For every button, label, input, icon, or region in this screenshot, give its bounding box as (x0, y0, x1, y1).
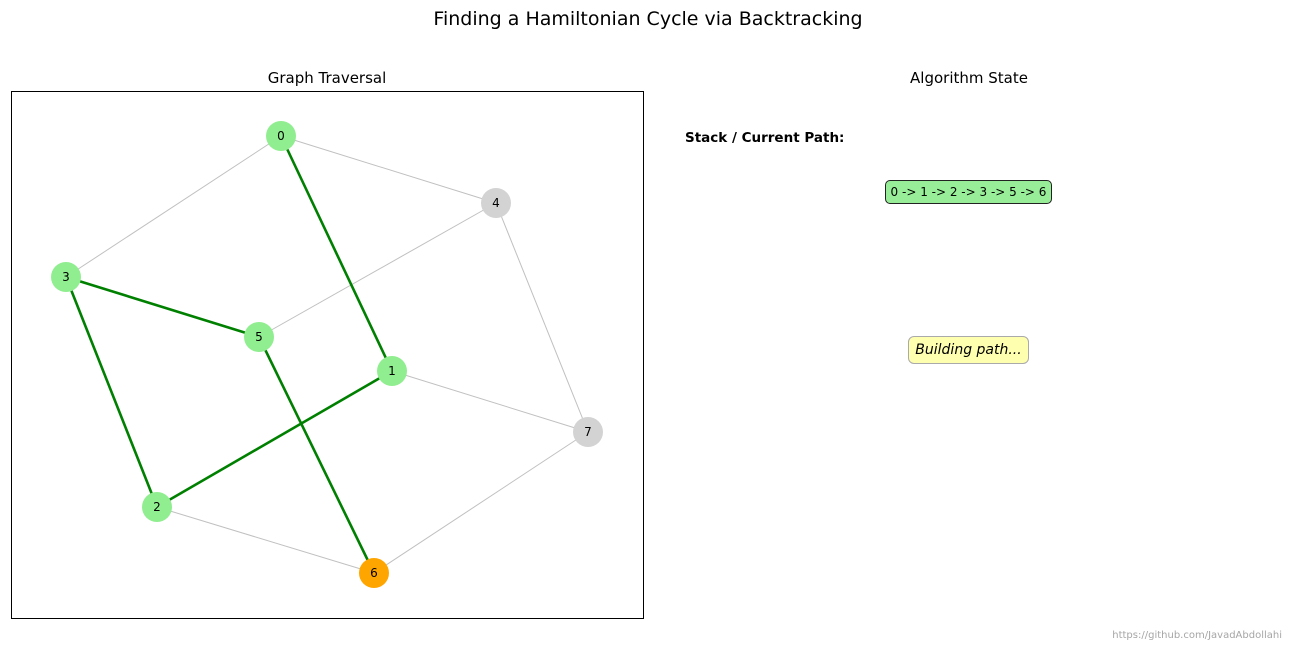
node-circle-7 (573, 417, 603, 447)
node-0: 0 (266, 121, 296, 151)
node-layer: 0 1 2 3 4 5 6 7 (51, 121, 603, 588)
node-circle-0 (266, 121, 296, 151)
node-circle-5 (244, 322, 274, 352)
node-circle-3 (51, 262, 81, 292)
edge-2-6 (156, 506, 375, 574)
edge-4-7 (495, 202, 589, 433)
node-label-7: 7 (584, 425, 592, 439)
node-4: 4 (481, 188, 511, 218)
node-circle-2 (142, 492, 172, 522)
node-label-3: 3 (62, 270, 70, 284)
node-1: 1 (377, 356, 407, 386)
status-box: Building path... (908, 336, 1029, 364)
graph-panel-title: Graph Traversal (267, 69, 387, 87)
edge-4-5 (258, 202, 497, 338)
path-edge-0-1 (279, 135, 394, 372)
node-5: 5 (244, 322, 274, 352)
figure-title: Finding a Hamiltonian Cycle via Backtrac… (433, 8, 863, 30)
path-edge-3-5 (65, 275, 260, 339)
node-label-1: 1 (388, 364, 396, 378)
current-path-box: 0 -> 1 -> 2 -> 3 -> 5 -> 6 (885, 180, 1052, 204)
node-label-0: 0 (277, 129, 285, 143)
edge-0-3 (65, 135, 282, 278)
credit-link[interactable]: https://github.com/JavadAbdollahi (1112, 630, 1282, 641)
edge-6-7 (373, 431, 589, 574)
node-2: 2 (142, 492, 172, 522)
node-label-2: 2 (153, 500, 161, 514)
path-edge-5-6 (257, 336, 376, 574)
stack-label: Stack / Current Path: (685, 130, 845, 146)
node-6: 6 (359, 558, 389, 588)
graph-frame (11, 91, 644, 619)
edge-0-4 (280, 135, 497, 204)
node-label-5: 5 (255, 330, 263, 344)
node-7: 7 (573, 417, 603, 447)
edge-layer (64, 135, 589, 574)
node-label-4: 4 (492, 196, 500, 210)
state-panel-title: Algorithm State (910, 69, 1028, 87)
node-circle-6 (359, 558, 389, 588)
edge-1-7 (391, 370, 589, 433)
path-edge-2-3 (64, 276, 159, 508)
node-circle-4 (481, 188, 511, 218)
node-3: 3 (51, 262, 81, 292)
node-circle-1 (377, 356, 407, 386)
node-label-6: 6 (370, 566, 378, 580)
path-edge-1-2 (156, 369, 393, 509)
